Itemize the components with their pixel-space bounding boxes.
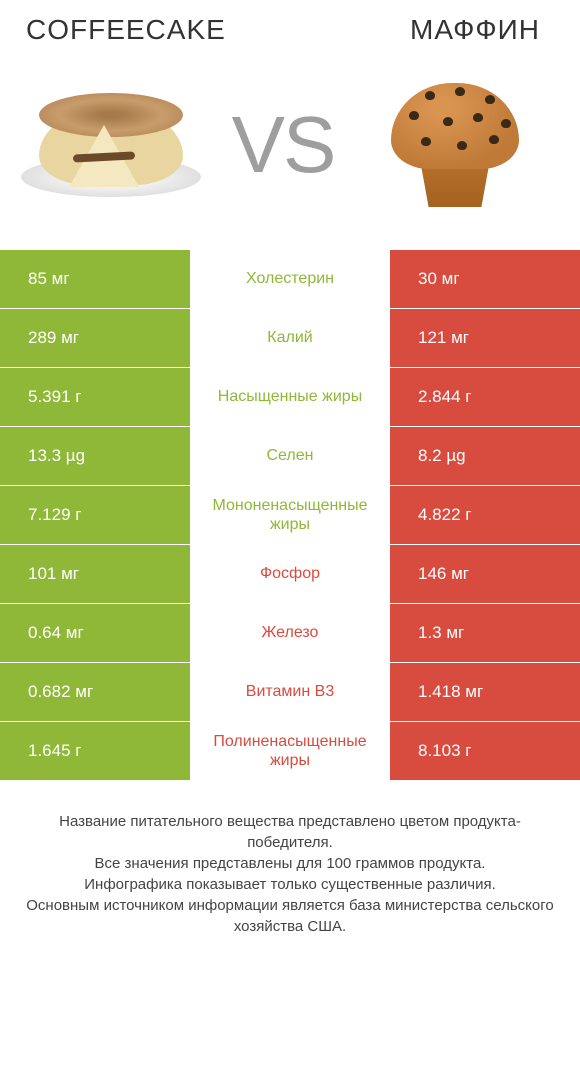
- chocolate-chip-icon: [409, 111, 419, 120]
- right-value: 121 мг: [390, 309, 580, 367]
- nutrient-label: Холестерин: [190, 250, 390, 308]
- left-value: 0.64 мг: [0, 604, 190, 662]
- table-row: 5.391 гНасыщенные жиры2.844 г: [0, 368, 580, 427]
- right-value: 4.822 г: [390, 486, 580, 544]
- footer-line: Все значения представлены для 100 граммо…: [22, 853, 558, 874]
- vs-label: VS: [232, 105, 335, 185]
- right-value: 8.103 г: [390, 722, 580, 780]
- footer-line: Основным источником информации является …: [22, 895, 558, 937]
- chocolate-chip-icon: [489, 135, 499, 144]
- table-row: 101 мгФосфор146 мг: [0, 545, 580, 604]
- left-title: COFFEECAKE: [26, 14, 226, 46]
- table-row: 7.129 гМононенасыщенные жиры4.822 г: [0, 486, 580, 545]
- right-title: МАФФИН: [410, 14, 540, 46]
- nutrient-label: Мононенасыщенные жиры: [190, 486, 390, 544]
- footer-note: Название питательного вещества представл…: [0, 781, 580, 947]
- left-value: 289 мг: [0, 309, 190, 367]
- left-value: 7.129 г: [0, 486, 190, 544]
- chocolate-chip-icon: [455, 87, 465, 96]
- chocolate-chip-icon: [425, 91, 435, 100]
- nutrient-label: Витамин B3: [190, 663, 390, 721]
- header: COFFEECAKE МАФФИН: [0, 0, 580, 46]
- chocolate-chip-icon: [501, 119, 511, 128]
- nutrient-label: Железо: [190, 604, 390, 662]
- footer-line: Инфографика показывает только существенн…: [22, 874, 558, 895]
- nutrient-label: Фосфор: [190, 545, 390, 603]
- left-value: 1.645 г: [0, 722, 190, 780]
- chocolate-chip-icon: [421, 137, 431, 146]
- right-value: 146 мг: [390, 545, 580, 603]
- nutrient-label: Калий: [190, 309, 390, 367]
- chocolate-chip-icon: [443, 117, 453, 126]
- left-value: 13.3 µg: [0, 427, 190, 485]
- table-row: 85 мгХолестерин30 мг: [0, 250, 580, 309]
- nutrient-label: Полиненасыщенные жиры: [190, 722, 390, 780]
- left-value: 101 мг: [0, 545, 190, 603]
- right-value: 1.3 мг: [390, 604, 580, 662]
- right-value: 2.844 г: [390, 368, 580, 426]
- right-value: 8.2 µg: [390, 427, 580, 485]
- hero-section: VS: [0, 46, 580, 250]
- muffin-icon: [360, 70, 550, 220]
- footer-line: Название питательного вещества представл…: [22, 811, 558, 853]
- nutrient-label: Насыщенные жиры: [190, 368, 390, 426]
- chocolate-chip-icon: [457, 141, 467, 150]
- right-value: 1.418 мг: [390, 663, 580, 721]
- table-row: 1.645 гПолиненасыщенные жиры8.103 г: [0, 722, 580, 781]
- coffeecake-icon: [16, 70, 206, 220]
- chocolate-chip-icon: [473, 113, 483, 122]
- left-value: 85 мг: [0, 250, 190, 308]
- comparison-table: 85 мгХолестерин30 мг289 мгКалий121 мг5.3…: [0, 250, 580, 781]
- nutrient-label: Селен: [190, 427, 390, 485]
- left-value: 5.391 г: [0, 368, 190, 426]
- table-row: 289 мгКалий121 мг: [0, 309, 580, 368]
- left-value: 0.682 мг: [0, 663, 190, 721]
- table-row: 13.3 µgСелен8.2 µg: [0, 427, 580, 486]
- right-value: 30 мг: [390, 250, 580, 308]
- chocolate-chip-icon: [485, 95, 495, 104]
- table-row: 0.682 мгВитамин B31.418 мг: [0, 663, 580, 722]
- table-row: 0.64 мгЖелезо1.3 мг: [0, 604, 580, 663]
